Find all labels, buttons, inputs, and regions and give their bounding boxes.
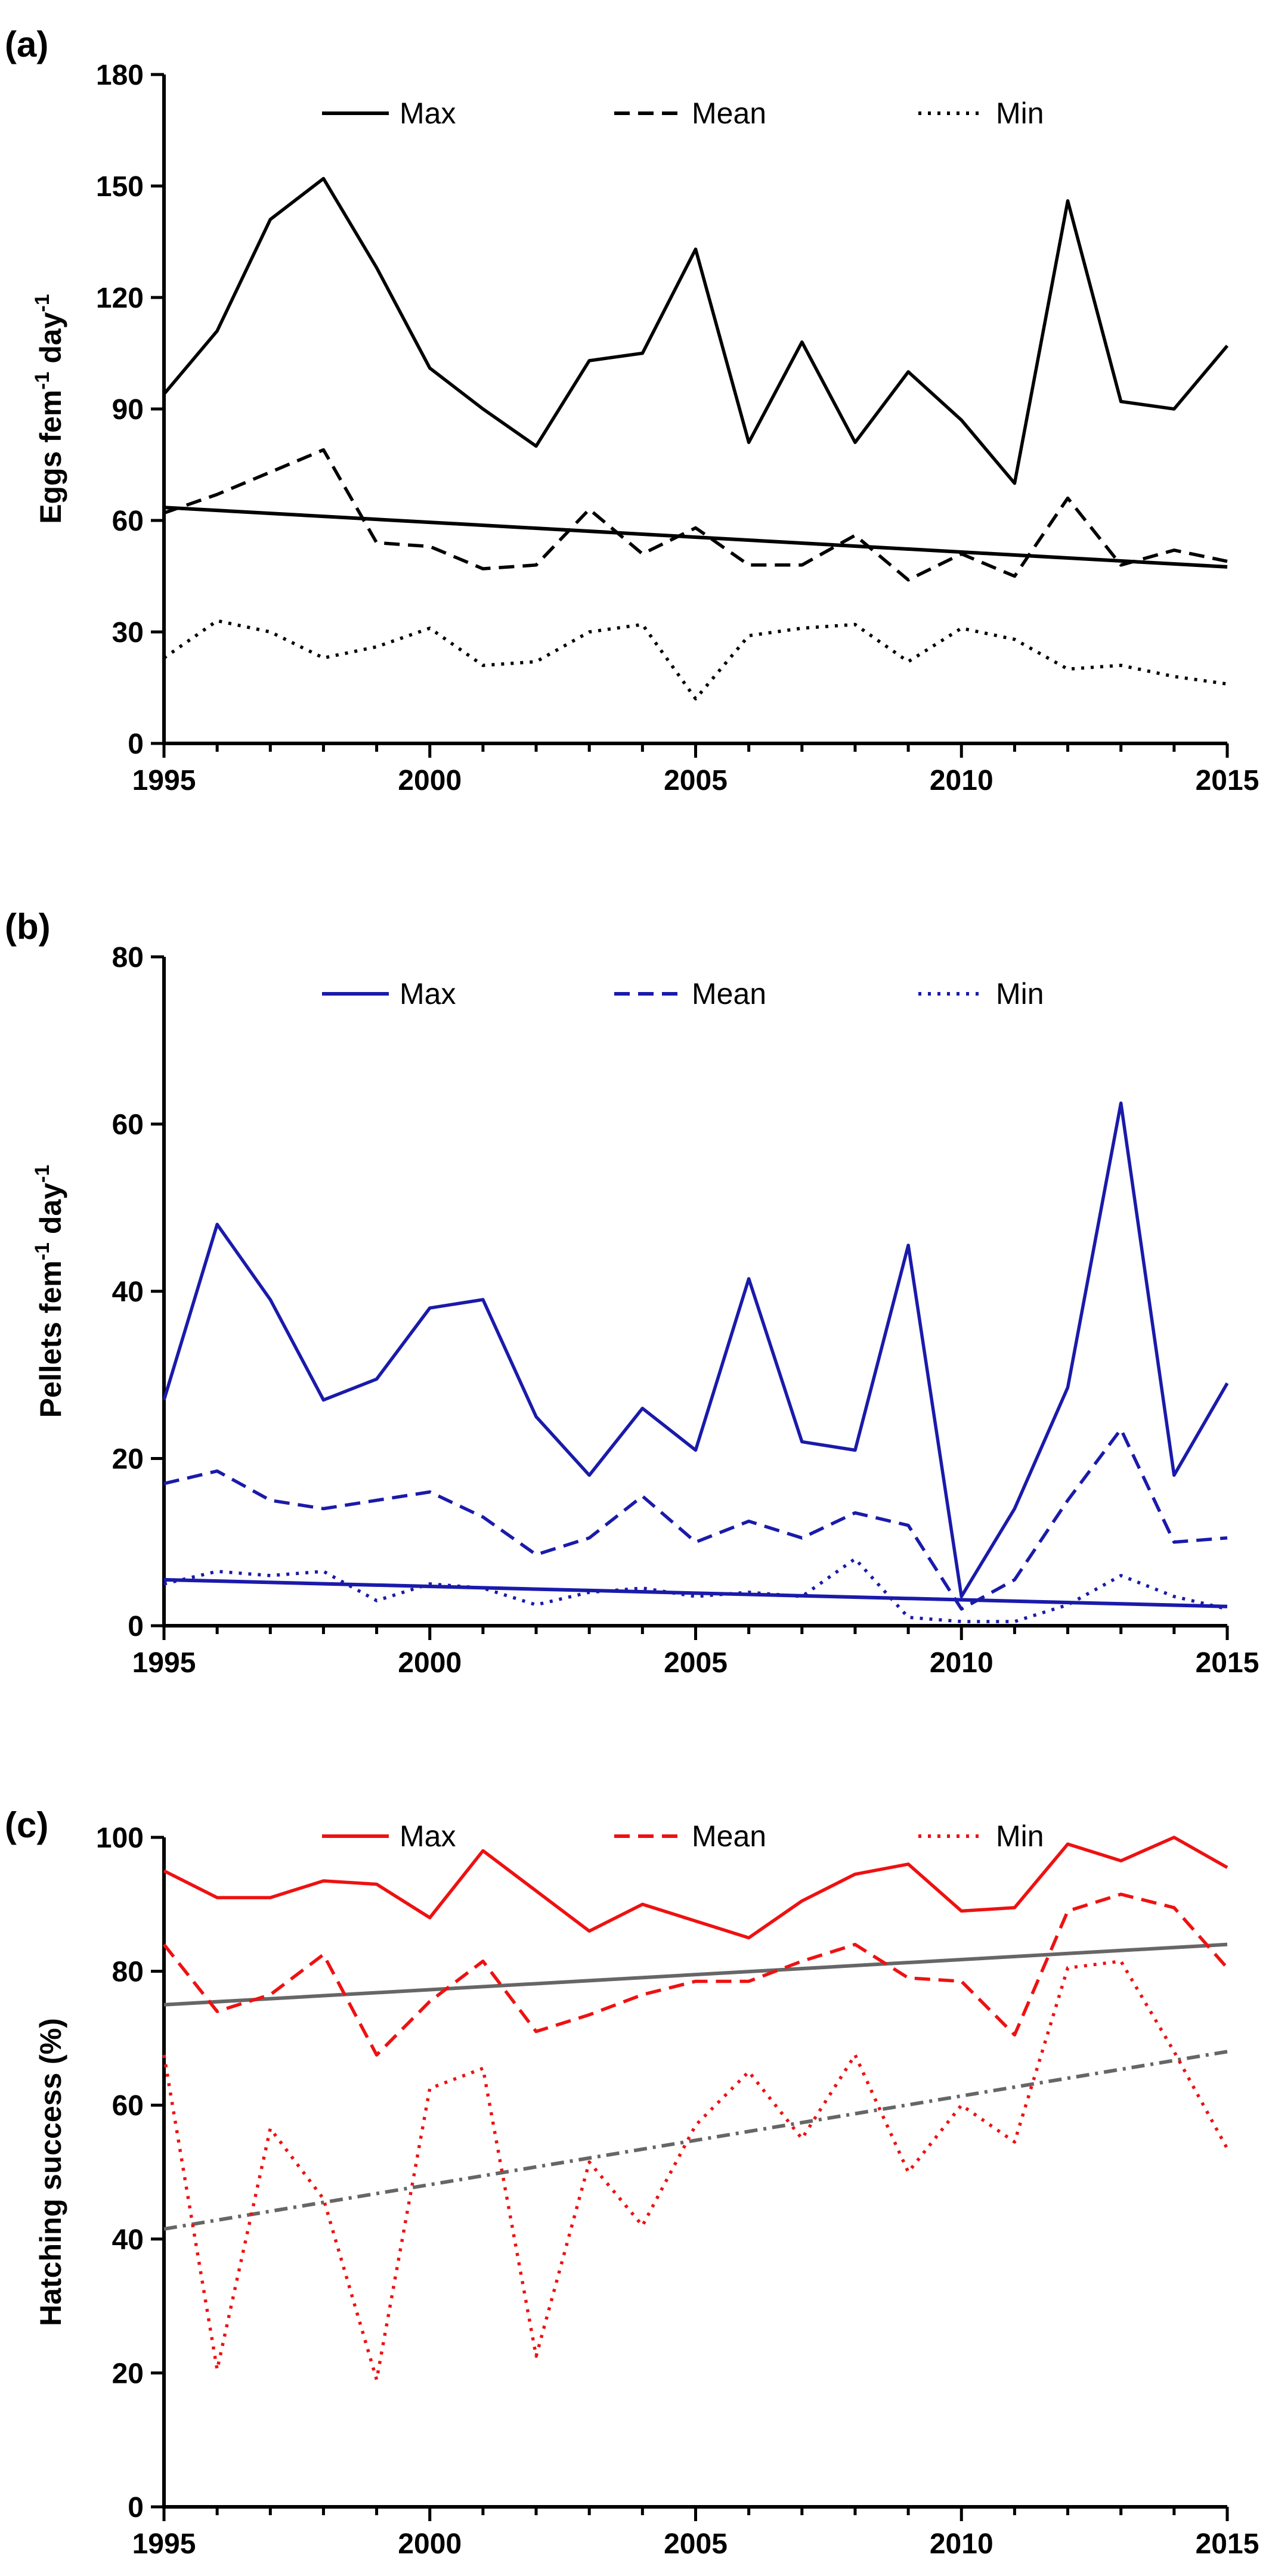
series-line-mean [162, 1892, 1229, 2057]
x-tick-label: 1995 [132, 2528, 196, 2560]
y-tick-label: 40 [112, 2224, 144, 2256]
y-tick-label: 40 [112, 1276, 144, 1308]
x-tick-label: 2000 [398, 2528, 462, 2560]
x-tick-label: 2015 [1196, 2528, 1259, 2560]
x-tick-label: 2005 [664, 765, 728, 796]
series-line-min [163, 619, 1228, 700]
panel-label: (b) [5, 907, 51, 947]
legend-label-min: Min [996, 1819, 1044, 1853]
y-tick-label: 100 [96, 1822, 144, 1854]
x-tick-label: 2005 [664, 2528, 728, 2560]
y-axis-title: Hatching success (%) [34, 2018, 67, 2326]
legend-label-max: Max [400, 97, 456, 130]
y-axis-title: Pellets fem-1 day-1 [31, 1165, 67, 1418]
y-tick-label: 60 [112, 2090, 144, 2122]
x-tick-label: 2005 [664, 1647, 728, 1679]
trendline [163, 1577, 1228, 1608]
y-tick-label: 120 [96, 283, 144, 314]
panel-label: (c) [5, 1805, 48, 1845]
legend-label-mean: Mean [692, 97, 766, 130]
y-tick-label: 20 [112, 2358, 144, 2389]
legend-label-mean: Mean [692, 977, 766, 1010]
x-tick-label: 2000 [398, 1647, 462, 1679]
y-tick-label: 80 [112, 942, 144, 974]
legend-label-max: Max [400, 977, 456, 1010]
x-tick-label: 2015 [1196, 1647, 1259, 1679]
y-tick-label: 60 [112, 506, 144, 537]
y-tick-label: 0 [128, 729, 144, 760]
legend-label-min: Min [996, 977, 1044, 1010]
trendline [163, 506, 1228, 569]
series-line-min [162, 1960, 1229, 2382]
x-tick-label: 1995 [132, 765, 196, 796]
y-tick-label: 0 [128, 1611, 144, 1642]
trendline [163, 2050, 1228, 2231]
y-tick-label: 80 [112, 1957, 144, 1988]
series-line-max [162, 1101, 1229, 1598]
y-tick-label: 150 [96, 171, 144, 203]
y-tick-label: 30 [112, 617, 144, 649]
x-tick-label: 1995 [132, 1647, 196, 1679]
x-tick-label: 2000 [398, 765, 462, 796]
y-tick-label: 20 [112, 1444, 144, 1475]
y-tick-label: 60 [112, 1109, 144, 1141]
legend-label-mean: Mean [692, 1819, 766, 1853]
chart-panel-3: (c) 0 20 40 60 80 100 1995 2000 2005 2010 2015 Hatch… [5, 1805, 1259, 2560]
series-line-max [162, 176, 1229, 485]
x-tick-label: 2010 [930, 1647, 993, 1679]
series-line-min [163, 1557, 1228, 1623]
y-tick-label: 90 [112, 394, 144, 426]
y-tick-label: 180 [96, 60, 144, 91]
chart-panel-1: (a) 0 30 60 90 120 150 180 1995 2000 2005 2010 2015 E… [5, 24, 1259, 796]
panel-label: (a) [5, 24, 48, 64]
x-tick-label: 2010 [930, 2528, 993, 2560]
legend-label-max: Max [400, 1819, 456, 1853]
y-axis-title: Eggs fem-1 day-1 [31, 294, 67, 524]
legend-label-min: Min [996, 97, 1044, 130]
chart-panel-2: (b) 0 20 40 60 80 1995 2000 2005 2010 2015 Pellets … [5, 907, 1259, 1679]
trendline [163, 1942, 1228, 2007]
series-line-mean [163, 448, 1228, 582]
x-tick-label: 2010 [930, 765, 993, 796]
series-line-max [163, 1836, 1228, 1940]
y-tick-label: 0 [128, 2492, 144, 2524]
x-tick-label: 2015 [1196, 765, 1259, 796]
